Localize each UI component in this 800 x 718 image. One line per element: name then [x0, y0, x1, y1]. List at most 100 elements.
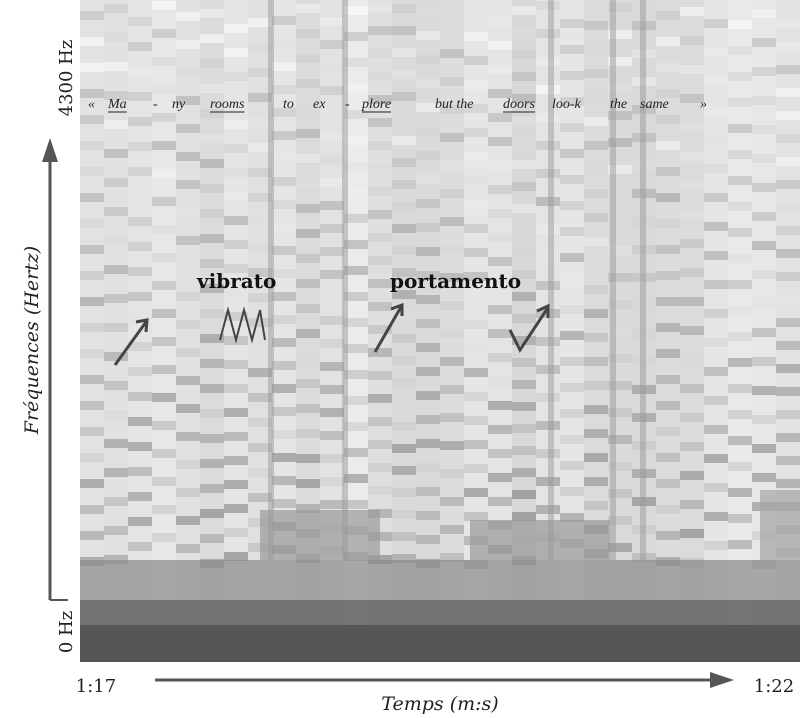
spectrogram-band: [704, 48, 728, 57]
spectrogram-band: [152, 29, 176, 38]
x-axis-title: Temps (m:s): [381, 693, 498, 715]
spectrogram-band: [248, 243, 272, 252]
spectrogram-band: [296, 279, 320, 288]
spectrogram-band: [416, 463, 440, 472]
spectrogram-band: [272, 430, 296, 439]
y-top-label: 4300 Hz: [56, 40, 77, 117]
spectrogram-band: [464, 392, 488, 401]
spectrogram-band: [440, 497, 464, 506]
spectrogram-band: [224, 552, 248, 561]
spectrogram-band: [464, 272, 488, 281]
spectrogram-band: [464, 128, 488, 137]
spectrogram-band: [344, 344, 368, 353]
spectrogram-band: [296, 129, 320, 138]
spectrogram-band: [392, 378, 416, 387]
spectrogram-band: [416, 511, 440, 520]
spectrogram-band: [224, 528, 248, 537]
spectrogram-band: [704, 425, 728, 434]
spectrogram-band: [248, 18, 272, 27]
spectrogram-band: [128, 217, 152, 226]
spectrogram-band: [272, 338, 296, 347]
spectrogram-band: [368, 26, 392, 35]
spectrogram-band: [128, 42, 152, 51]
spectrogram-band: [704, 541, 728, 550]
spectrogram-band: [176, 460, 200, 469]
spectrogram-band: [680, 152, 704, 161]
spectrogram-band: [584, 189, 608, 198]
spectrogram-band: [512, 116, 536, 125]
spectrogram-band: [176, 320, 200, 329]
spectrogram-band: [416, 79, 440, 88]
spectrogram-band: [728, 488, 752, 497]
spectrogram-band: [440, 441, 464, 450]
spectrogram-band: [392, 268, 416, 277]
spectrogram-band: [152, 505, 176, 514]
spectrogram-band: [752, 299, 776, 308]
spectrogram-band: [344, 448, 368, 457]
spectrogram-band: [608, 381, 632, 390]
spectrogram-band: [776, 42, 800, 51]
spectrogram-band: [176, 348, 200, 357]
spectrogram-band: [128, 517, 152, 526]
spectrogram-band: [224, 48, 248, 57]
spectrogram-band: [104, 33, 128, 42]
spectrogram-band: [656, 11, 680, 20]
spectrogram-band: [752, 415, 776, 424]
spectrogram-band: [344, 500, 368, 509]
spectrogram-band: [512, 6, 536, 15]
spectrogram-band: [368, 302, 392, 311]
spectrogram-band: [392, 532, 416, 541]
spectrogram-band: [128, 392, 152, 401]
spectrogram-band: [464, 440, 488, 449]
spectrogram-band: [272, 16, 296, 25]
spectrogram-band: [128, 117, 152, 126]
lyric-word: same: [640, 97, 669, 112]
spectrogram-band: [248, 468, 272, 477]
spectrogram-column: [392, 0, 416, 662]
spectrogram-band: [416, 271, 440, 280]
spectrogram-band: [584, 45, 608, 54]
lyric-word: -: [153, 97, 158, 112]
spectrogram-band: [344, 266, 368, 275]
spectrogram-band: [200, 409, 224, 418]
lyric-word: doors: [503, 97, 535, 112]
spectrogram-band: [584, 405, 608, 414]
spectrogram-band: [392, 554, 416, 563]
spectrogram-band: [656, 531, 680, 540]
spectrogram-band: [776, 19, 800, 28]
annotation-arrows: [113, 302, 550, 366]
lyric-word: ny: [172, 97, 186, 112]
spectrogram-band: [296, 4, 320, 13]
spectrogram-band: [176, 488, 200, 497]
spectrogram-band: [200, 484, 224, 493]
spectrogram-band: [560, 487, 584, 496]
spectrogram-band: [392, 466, 416, 475]
spectrogram-band: [656, 401, 680, 410]
spectrogram-band: [248, 493, 272, 502]
spectrogram-band: [440, 189, 464, 198]
spectrogram-band: [224, 480, 248, 489]
spectrogram: [80, 0, 800, 662]
spectrogram-band: [560, 227, 584, 236]
spectrogram-band: [728, 124, 752, 133]
spectrogram-band: [320, 270, 344, 279]
spectrogram-band: [320, 477, 344, 486]
spectrogram-band: [80, 167, 104, 176]
spectrogram-band: [128, 242, 152, 251]
spectrogram-band: [176, 208, 200, 217]
y-bottom-label: 0 Hz: [56, 611, 77, 653]
lyric-word: loo-k: [552, 97, 582, 112]
spectrogram-band: [368, 279, 392, 288]
spectrogram-band: [728, 306, 752, 315]
spectrogram-band: [272, 361, 296, 370]
spectrogram-band: [440, 301, 464, 310]
spectrogram-band: [152, 113, 176, 122]
spectrogram-band: [416, 175, 440, 184]
spectrogram-band: [320, 500, 344, 509]
spectrogram-band: [584, 381, 608, 390]
spectrogram-band: [80, 531, 104, 540]
spectrogram-band: [488, 113, 512, 122]
spectrogram-band: [608, 273, 632, 282]
spectrogram-band: [752, 444, 776, 453]
spectrogram-band: [80, 11, 104, 20]
